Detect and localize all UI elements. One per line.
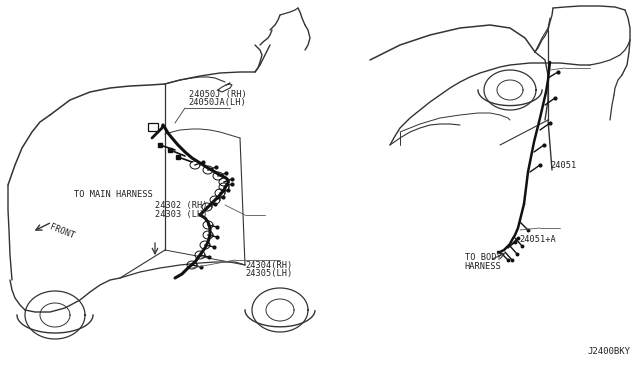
Text: 24050J (RH): 24050J (RH) xyxy=(189,90,246,99)
Text: J2400BKY: J2400BKY xyxy=(588,347,630,356)
Text: 24304(RH): 24304(RH) xyxy=(245,261,292,270)
Text: TO MAIN HARNESS: TO MAIN HARNESS xyxy=(74,190,152,199)
Text: FRONT: FRONT xyxy=(49,222,76,240)
Text: 24302 (RH): 24302 (RH) xyxy=(155,201,207,210)
Text: 24051: 24051 xyxy=(550,161,577,170)
Text: 24303 (LH): 24303 (LH) xyxy=(155,210,207,219)
Text: HARNESS: HARNESS xyxy=(465,262,501,271)
Bar xyxy=(148,123,158,131)
Text: 24305(LH): 24305(LH) xyxy=(245,269,292,278)
Text: 24051+A: 24051+A xyxy=(520,235,556,244)
Text: 24050JA(LH): 24050JA(LH) xyxy=(189,98,246,107)
Text: TO BODY: TO BODY xyxy=(465,253,501,262)
